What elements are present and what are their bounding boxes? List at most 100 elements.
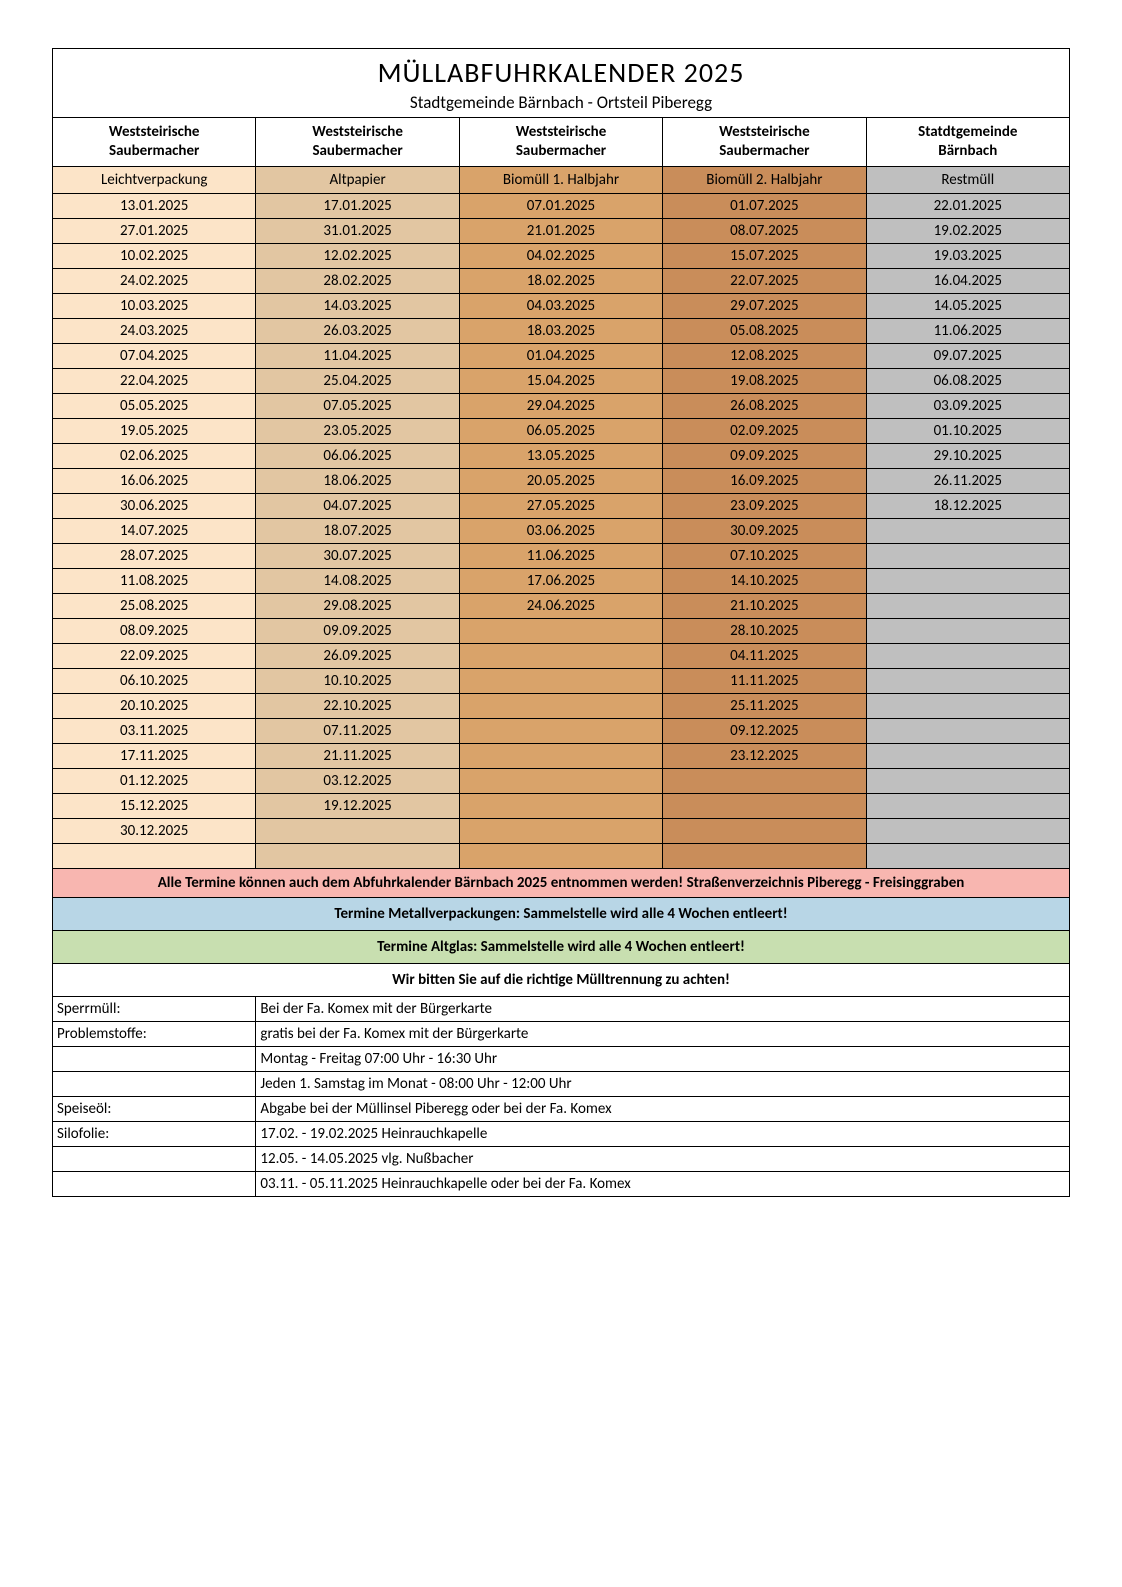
date-cell: 03.06.2025	[459, 519, 662, 544]
date-cell: 15.12.2025	[53, 794, 256, 819]
date-cell: 26.08.2025	[663, 394, 866, 419]
date-cell: 10.02.2025	[53, 244, 256, 269]
date-cell: 23.05.2025	[256, 419, 459, 444]
date-cell: 18.03.2025	[459, 319, 662, 344]
note-text: Alle Termine können auch dem Abfuhrkalen…	[53, 869, 1070, 898]
date-row: 17.11.202521.11.202523.12.2025	[53, 744, 1070, 769]
note-text: Termine Metallverpackungen: Sammelstelle…	[53, 898, 1070, 931]
date-cell: 19.03.2025	[866, 244, 1069, 269]
date-cell	[459, 769, 662, 794]
date-row: 19.05.202523.05.202506.05.202502.09.2025…	[53, 419, 1070, 444]
provider-0: WeststeirischeSaubermacher	[53, 118, 256, 167]
date-cell	[663, 844, 866, 869]
date-cell	[866, 719, 1069, 744]
date-row: 13.01.202517.01.202507.01.202501.07.2025…	[53, 194, 1070, 219]
date-cell: 29.04.2025	[459, 394, 662, 419]
date-cell: 29.08.2025	[256, 594, 459, 619]
date-row: 20.10.202522.10.202525.11.2025	[53, 694, 1070, 719]
provider-1: WeststeirischeSaubermacher	[256, 118, 459, 167]
date-cell: 17.01.2025	[256, 194, 459, 219]
date-cell: 19.12.2025	[256, 794, 459, 819]
note-row: Termine Metallverpackungen: Sammelstelle…	[53, 898, 1070, 931]
date-cell: 03.09.2025	[866, 394, 1069, 419]
date-cell: 02.06.2025	[53, 444, 256, 469]
date-cell: 27.01.2025	[53, 219, 256, 244]
date-cell: 12.02.2025	[256, 244, 459, 269]
date-cell: 04.07.2025	[256, 494, 459, 519]
date-cell: 14.07.2025	[53, 519, 256, 544]
info-value: Jeden 1. Samstag im Monat - 08:00 Uhr - …	[256, 1072, 1070, 1097]
date-cell	[459, 644, 662, 669]
date-cell: 06.06.2025	[256, 444, 459, 469]
date-cell	[866, 544, 1069, 569]
date-cell: 21.01.2025	[459, 219, 662, 244]
date-cell: 07.04.2025	[53, 344, 256, 369]
date-row: 10.03.202514.03.202504.03.202529.07.2025…	[53, 294, 1070, 319]
date-cell: 09.12.2025	[663, 719, 866, 744]
info-label: Sperrmüll:	[53, 997, 256, 1022]
date-row: 24.02.202528.02.202518.02.202522.07.2025…	[53, 269, 1070, 294]
date-cell: 18.06.2025	[256, 469, 459, 494]
date-cell: 28.02.2025	[256, 269, 459, 294]
date-cell	[459, 719, 662, 744]
date-cell: 17.06.2025	[459, 569, 662, 594]
category-row: LeichtverpackungAltpapierBiomüll 1. Halb…	[53, 167, 1070, 194]
date-cell: 22.04.2025	[53, 369, 256, 394]
date-cell: 20.10.2025	[53, 694, 256, 719]
date-row: 07.04.202511.04.202501.04.202512.08.2025…	[53, 344, 1070, 369]
date-cell: 25.11.2025	[663, 694, 866, 719]
date-cell: 10.10.2025	[256, 669, 459, 694]
date-cell: 22.01.2025	[866, 194, 1069, 219]
date-cell	[663, 819, 866, 844]
info-row: Silofolie:17.02. - 19.02.2025 Heinrauchk…	[53, 1122, 1070, 1147]
date-cell: 09.07.2025	[866, 344, 1069, 369]
date-cell: 21.10.2025	[663, 594, 866, 619]
date-cell: 04.11.2025	[663, 644, 866, 669]
date-cell: 05.05.2025	[53, 394, 256, 419]
date-cell: 17.11.2025	[53, 744, 256, 769]
date-cell	[866, 519, 1069, 544]
notes-body: Alle Termine können auch dem Abfuhrkalen…	[53, 869, 1070, 997]
info-label	[53, 1147, 256, 1172]
date-cell: 31.01.2025	[256, 219, 459, 244]
provider-row: WeststeirischeSaubermacher Weststeirisch…	[53, 118, 1070, 167]
category-0: Leichtverpackung	[53, 167, 256, 194]
date-cell: 14.03.2025	[256, 294, 459, 319]
date-cell: 18.02.2025	[459, 269, 662, 294]
date-cell: 16.06.2025	[53, 469, 256, 494]
date-cell	[866, 744, 1069, 769]
date-cell	[459, 744, 662, 769]
date-row: 22.09.202526.09.202504.11.2025	[53, 644, 1070, 669]
date-row: 28.07.202530.07.202511.06.202507.10.2025	[53, 544, 1070, 569]
date-cell: 04.03.2025	[459, 294, 662, 319]
page-title: MÜLLABFUHRKALENDER 2025	[53, 49, 1070, 91]
date-cell	[459, 819, 662, 844]
date-cell: 16.04.2025	[866, 269, 1069, 294]
note-row: Alle Termine können auch dem Abfuhrkalen…	[53, 869, 1070, 898]
date-cell	[256, 844, 459, 869]
date-cell: 01.12.2025	[53, 769, 256, 794]
date-row: 27.01.202531.01.202521.01.202508.07.2025…	[53, 219, 1070, 244]
date-cell	[866, 769, 1069, 794]
info-row: Problemstoffe:gratis bei der Fa. Komex m…	[53, 1022, 1070, 1047]
date-row: 03.11.202507.11.202509.12.2025	[53, 719, 1070, 744]
date-cell	[459, 619, 662, 644]
date-cell: 19.02.2025	[866, 219, 1069, 244]
date-row: 30.06.202504.07.202527.05.202523.09.2025…	[53, 494, 1070, 519]
info-label	[53, 1172, 256, 1197]
info-value: 17.02. - 19.02.2025 Heinrauchkapelle	[256, 1122, 1070, 1147]
date-cell	[53, 844, 256, 869]
date-cell	[459, 794, 662, 819]
date-cell: 28.07.2025	[53, 544, 256, 569]
date-cell: 16.09.2025	[663, 469, 866, 494]
date-cell: 11.08.2025	[53, 569, 256, 594]
date-cell	[866, 844, 1069, 869]
date-cell: 30.09.2025	[663, 519, 866, 544]
date-row: 30.12.2025	[53, 819, 1070, 844]
info-label: Speiseöl:	[53, 1097, 256, 1122]
date-cell	[866, 694, 1069, 719]
note-row: Wir bitten Sie auf die richtige Mülltren…	[53, 964, 1070, 997]
date-cell	[459, 844, 662, 869]
date-cell: 28.10.2025	[663, 619, 866, 644]
date-cell: 13.05.2025	[459, 444, 662, 469]
